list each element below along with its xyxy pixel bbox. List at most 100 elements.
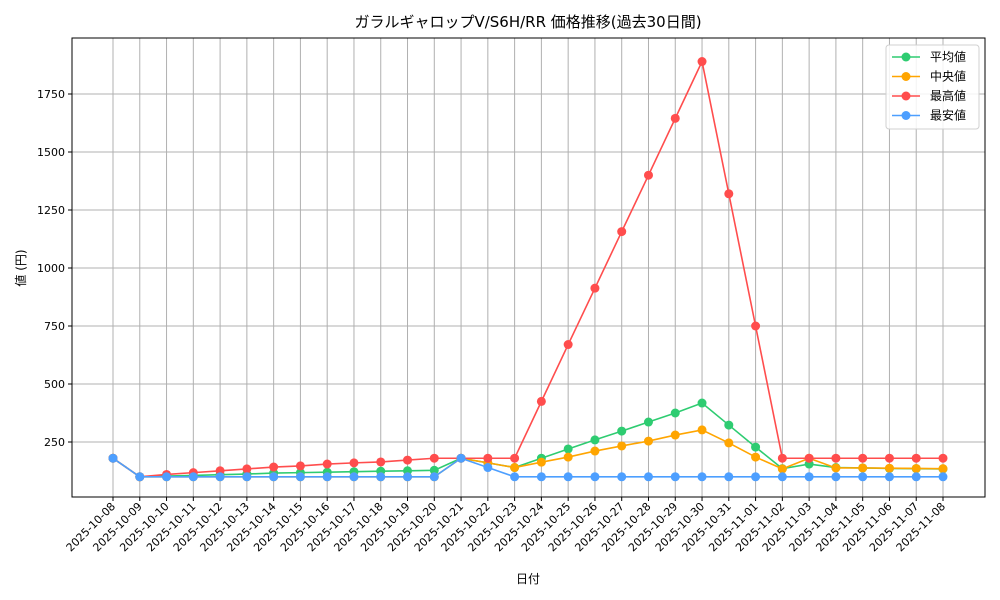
y-tick-label: 500 xyxy=(44,378,65,391)
data-point xyxy=(188,472,198,482)
y-tick-label: 1250 xyxy=(37,204,65,217)
data-point xyxy=(563,452,573,462)
data-point xyxy=(724,189,734,199)
data-point xyxy=(938,472,948,482)
legend-box xyxy=(885,44,980,130)
data-point xyxy=(429,465,439,475)
data-point xyxy=(670,472,680,482)
legend-item: 最高値 xyxy=(892,88,966,103)
data-point xyxy=(536,396,546,406)
series-2 xyxy=(108,57,948,482)
legend-label: 中央値 xyxy=(930,69,966,84)
data-point xyxy=(777,453,787,463)
series-3 xyxy=(108,453,948,482)
data-point xyxy=(590,283,600,293)
data-point xyxy=(724,420,734,430)
data-point xyxy=(536,457,546,467)
data-point xyxy=(884,453,894,463)
data-point xyxy=(429,453,439,463)
data-point xyxy=(670,430,680,440)
data-point xyxy=(269,462,279,472)
data-point xyxy=(831,472,841,482)
y-axis-ticks: 250 500 750 1000 1250 1500 1750 xyxy=(37,88,72,449)
data-point xyxy=(804,453,814,463)
data-point xyxy=(858,453,868,463)
legend-label: 最安値 xyxy=(930,108,966,123)
data-point xyxy=(938,464,948,474)
data-point xyxy=(322,459,332,469)
data-point xyxy=(831,453,841,463)
data-point xyxy=(697,472,707,482)
data-point xyxy=(617,426,627,436)
x-axis-label: 日付 xyxy=(516,572,540,586)
y-axis-label: 値 (円) xyxy=(13,249,28,286)
data-point xyxy=(590,435,600,445)
data-point xyxy=(295,461,305,471)
data-point xyxy=(911,472,921,482)
data-point xyxy=(162,472,172,482)
y-tick-label: 1000 xyxy=(37,262,65,275)
data-point xyxy=(804,472,814,482)
data-point xyxy=(108,453,118,463)
data-point xyxy=(858,463,868,473)
data-point xyxy=(697,57,707,67)
series-0 xyxy=(108,398,948,482)
data-point xyxy=(617,441,627,451)
data-point xyxy=(483,463,493,473)
data-point xyxy=(295,472,305,482)
data-point xyxy=(456,453,466,463)
data-point xyxy=(590,446,600,456)
data-point xyxy=(403,455,413,465)
data-point xyxy=(429,472,439,482)
data-point xyxy=(777,464,787,474)
series-1 xyxy=(108,425,948,482)
data-point xyxy=(751,321,761,331)
data-point xyxy=(563,472,573,482)
data-point xyxy=(349,458,359,468)
y-tick-label: 750 xyxy=(44,320,65,333)
data-point xyxy=(670,113,680,123)
legend-marker-icon xyxy=(901,72,911,81)
data-point xyxy=(322,472,332,482)
data-point xyxy=(724,472,734,482)
legend-marker-icon xyxy=(901,52,911,62)
data-point xyxy=(643,170,653,180)
legend-marker-icon xyxy=(901,111,911,120)
data-point xyxy=(617,472,627,482)
data-point xyxy=(536,472,546,482)
data-point xyxy=(376,457,386,467)
legend-item: 最安値 xyxy=(892,108,966,123)
data-point xyxy=(510,463,520,473)
legend-marker-icon xyxy=(901,91,911,101)
y-tick-label: 1750 xyxy=(37,88,65,101)
data-point xyxy=(911,453,921,463)
y-tick-label: 1500 xyxy=(37,146,65,159)
data-point xyxy=(563,444,573,454)
data-point xyxy=(670,408,680,418)
series-lines xyxy=(108,57,948,482)
data-point xyxy=(831,463,841,473)
data-point xyxy=(376,472,386,482)
data-point xyxy=(510,453,520,463)
data-point xyxy=(242,464,252,474)
x-axis-ticks: 2025-10-082025-10-092025-10-102025-10-11… xyxy=(64,497,948,554)
data-point xyxy=(135,472,145,482)
data-point xyxy=(269,472,279,482)
data-point xyxy=(643,417,653,427)
data-point xyxy=(751,472,761,482)
data-point xyxy=(751,452,761,462)
data-point xyxy=(911,463,921,473)
data-point xyxy=(483,453,493,463)
data-point xyxy=(590,472,600,482)
legend-label: 最高値 xyxy=(930,88,966,103)
data-point xyxy=(349,472,359,482)
y-tick-label: 250 xyxy=(44,436,65,449)
gridlines xyxy=(72,38,985,497)
data-point xyxy=(403,472,413,482)
data-point xyxy=(884,463,894,473)
data-point xyxy=(643,436,653,446)
series-line xyxy=(112,402,944,478)
legend-item: 平均値 xyxy=(892,49,966,64)
data-point xyxy=(215,472,225,482)
